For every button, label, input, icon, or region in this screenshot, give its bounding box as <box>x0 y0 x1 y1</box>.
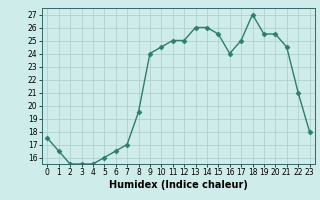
X-axis label: Humidex (Indice chaleur): Humidex (Indice chaleur) <box>109 180 248 190</box>
